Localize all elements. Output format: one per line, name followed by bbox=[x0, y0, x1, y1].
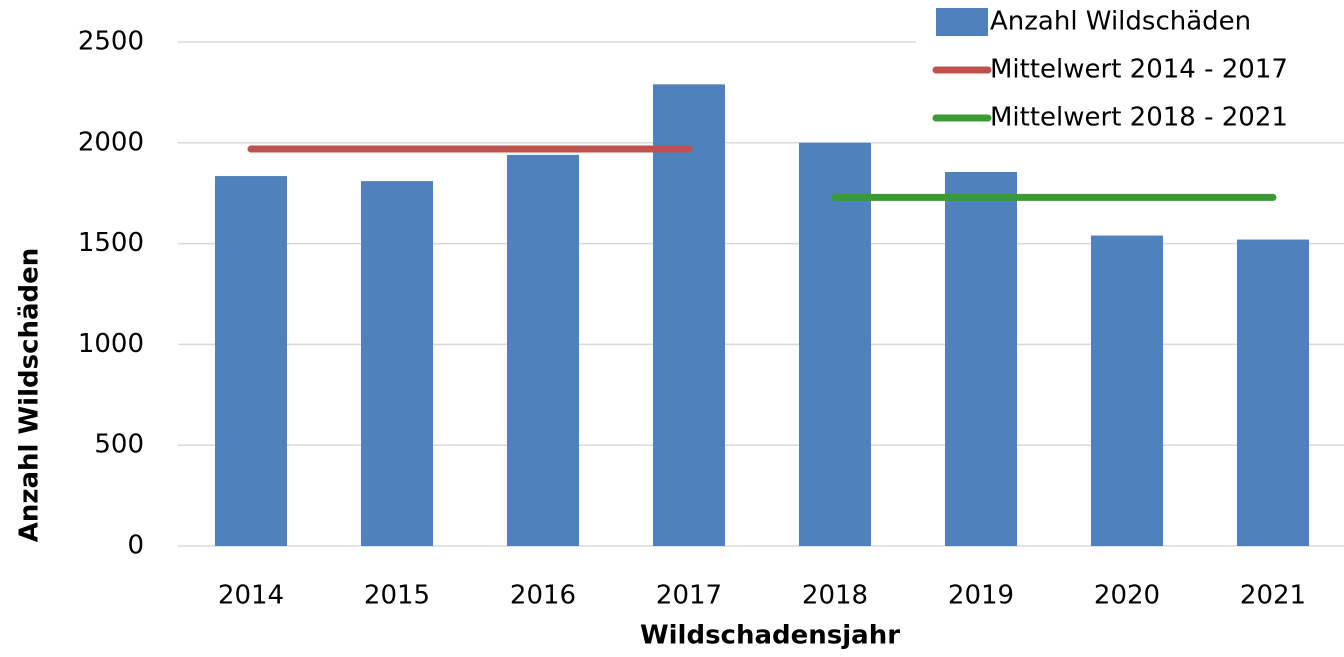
legend-label: Mittelwert 2018 - 2021 bbox=[990, 103, 1288, 133]
bar bbox=[799, 142, 871, 547]
legend-label: Anzahl Wildschäden bbox=[990, 7, 1251, 37]
x-tick-label: 2015 bbox=[364, 581, 430, 611]
legend-swatch bbox=[936, 8, 988, 36]
bar bbox=[215, 176, 287, 546]
y-tick-label: 500 bbox=[94, 430, 144, 460]
bar bbox=[653, 84, 725, 546]
y-tick-label: 2500 bbox=[78, 27, 144, 57]
x-tick-label: 2019 bbox=[948, 581, 1014, 611]
x-tick-label: 2018 bbox=[802, 581, 868, 611]
y-tick-label: 0 bbox=[127, 531, 144, 561]
x-tick-label: 2021 bbox=[1240, 581, 1306, 611]
x-tick-label: 2016 bbox=[510, 581, 576, 611]
y-axis-title: Anzahl Wildschäden bbox=[15, 248, 45, 543]
bar bbox=[1091, 235, 1163, 546]
bar bbox=[507, 154, 579, 546]
legend-label: Mittelwert 2014 - 2017 bbox=[990, 55, 1288, 85]
bar bbox=[1237, 239, 1309, 546]
x-tick-label: 2017 bbox=[656, 581, 722, 611]
x-axis-title: Wildschadensjahr bbox=[640, 621, 900, 651]
bar bbox=[945, 172, 1017, 547]
y-tick-label: 1000 bbox=[78, 329, 144, 359]
x-tick-label: 2020 bbox=[1094, 581, 1160, 611]
x-tick-label: 2014 bbox=[218, 581, 284, 611]
y-tick-label: 2000 bbox=[78, 127, 144, 157]
bar bbox=[361, 181, 433, 546]
y-tick-label: 1500 bbox=[78, 228, 144, 258]
